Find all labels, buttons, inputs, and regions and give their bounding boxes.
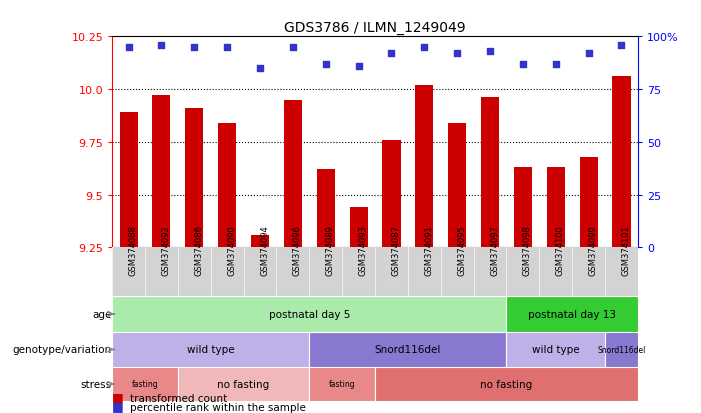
- Bar: [448, 123, 466, 248]
- Text: wild type: wild type: [532, 345, 580, 355]
- Point: [517, 61, 529, 68]
- Bar: [317, 170, 335, 248]
- Text: genotype/variation: genotype/variation: [13, 345, 111, 355]
- Text: age: age: [92, 309, 111, 319]
- Text: GSM374093: GSM374093: [359, 225, 367, 275]
- Text: Snord116del: Snord116del: [597, 345, 646, 354]
- Text: ■: ■: [112, 399, 124, 412]
- Bar: [547, 168, 565, 248]
- Bar: [415, 85, 433, 248]
- Bar: [276, 248, 309, 297]
- Text: GSM374092: GSM374092: [161, 225, 170, 275]
- Text: GSM374098: GSM374098: [523, 225, 532, 275]
- Bar: [112, 368, 178, 401]
- Point: [287, 44, 299, 51]
- Text: postnatal day 13: postnatal day 13: [528, 309, 616, 319]
- Bar: [309, 332, 506, 368]
- Bar: [251, 235, 269, 248]
- Bar: [350, 208, 367, 248]
- Bar: [605, 248, 638, 297]
- Text: no fasting: no fasting: [480, 379, 533, 389]
- Bar: [309, 248, 342, 297]
- Point: [222, 44, 233, 51]
- Text: percentile rank within the sample: percentile rank within the sample: [130, 402, 306, 412]
- Bar: [441, 248, 474, 297]
- Text: GSM374100: GSM374100: [556, 225, 565, 275]
- Bar: [309, 368, 375, 401]
- Text: fasting: fasting: [329, 380, 355, 389]
- Bar: [572, 248, 605, 297]
- Bar: [481, 98, 499, 248]
- Text: GSM374086: GSM374086: [194, 225, 203, 275]
- Bar: [375, 368, 638, 401]
- Text: GSM374095: GSM374095: [457, 225, 466, 275]
- Bar: [342, 248, 375, 297]
- Bar: [112, 297, 506, 332]
- Text: GSM374088: GSM374088: [128, 225, 137, 275]
- Text: GSM374087: GSM374087: [391, 225, 400, 275]
- Bar: [185, 109, 203, 248]
- Bar: [580, 157, 598, 248]
- Bar: [211, 248, 244, 297]
- Text: GSM374097: GSM374097: [490, 225, 499, 275]
- Point: [451, 51, 463, 57]
- Bar: [474, 248, 506, 297]
- Bar: [178, 248, 211, 297]
- Bar: [284, 100, 302, 248]
- Point: [254, 65, 266, 72]
- Bar: [514, 168, 532, 248]
- Bar: [383, 140, 400, 248]
- Text: transformed count: transformed count: [130, 393, 227, 403]
- Point: [353, 63, 365, 70]
- Point: [320, 61, 332, 68]
- Bar: [506, 248, 539, 297]
- Text: stress: stress: [81, 379, 111, 389]
- Point: [418, 44, 430, 51]
- Bar: [152, 96, 170, 248]
- Bar: [539, 248, 572, 297]
- Bar: [613, 77, 630, 248]
- Text: postnatal day 5: postnatal day 5: [268, 309, 350, 319]
- Point: [386, 51, 397, 57]
- Bar: [375, 248, 408, 297]
- Text: ■: ■: [112, 390, 124, 403]
- Text: Snord116del: Snord116del: [375, 345, 441, 355]
- Text: wild type: wild type: [187, 345, 235, 355]
- Point: [123, 44, 134, 51]
- Text: GSM374101: GSM374101: [622, 225, 630, 275]
- Bar: [605, 332, 638, 368]
- Point: [550, 61, 562, 68]
- Point: [156, 42, 167, 49]
- Text: GSM374090: GSM374090: [227, 225, 236, 275]
- Text: no fasting: no fasting: [217, 379, 270, 389]
- Bar: [145, 248, 178, 297]
- Text: GSM374091: GSM374091: [424, 225, 433, 275]
- Bar: [112, 248, 145, 297]
- Bar: [178, 368, 309, 401]
- Text: fasting: fasting: [132, 380, 158, 389]
- Bar: [408, 248, 441, 297]
- Text: GSM374089: GSM374089: [326, 225, 335, 275]
- Text: GSM374099: GSM374099: [589, 225, 598, 275]
- Point: [616, 42, 627, 49]
- Bar: [120, 113, 137, 248]
- Point: [189, 44, 200, 51]
- Bar: [112, 332, 309, 368]
- Bar: [506, 332, 605, 368]
- Point: [583, 51, 594, 57]
- Text: GSM374094: GSM374094: [260, 225, 269, 275]
- Bar: [218, 123, 236, 248]
- Point: [484, 49, 496, 55]
- Title: GDS3786 / ILMN_1249049: GDS3786 / ILMN_1249049: [284, 21, 466, 35]
- Text: GSM374096: GSM374096: [293, 225, 302, 275]
- Bar: [506, 297, 638, 332]
- Bar: [244, 248, 276, 297]
